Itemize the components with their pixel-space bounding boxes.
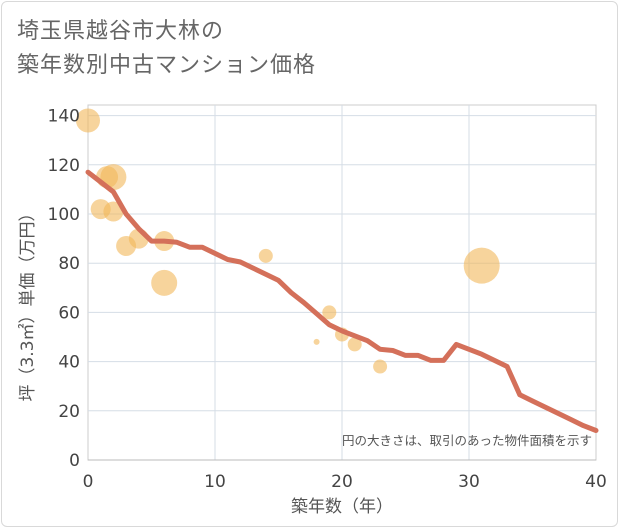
y-axis-label: 坪（3.3㎡）単価（万円） <box>18 204 38 401</box>
average-price-line <box>85 169 599 433</box>
average-line-series <box>85 169 599 433</box>
bubble-point-8 <box>151 269 178 296</box>
bubble-point-3 <box>100 164 127 191</box>
bubble-point-0 <box>76 108 100 133</box>
x-tick-10: 10 <box>204 472 226 492</box>
bubble-point-4 <box>103 201 124 222</box>
y-tick-40: 40 <box>58 353 80 373</box>
bubble-point-9 <box>258 248 273 263</box>
bubble-point-10 <box>313 338 320 345</box>
x-axis-label: 築年数（年） <box>291 497 393 517</box>
x-tick-0: 0 <box>83 472 94 492</box>
bubble-point-11 <box>322 305 337 320</box>
y-tick-20: 20 <box>58 402 80 422</box>
bubble-point-13 <box>347 337 362 352</box>
title-line-2: 築年数別中古マンション価格 <box>17 53 317 78</box>
y-tick-100: 100 <box>48 205 80 225</box>
x-tick-30: 30 <box>458 472 480 492</box>
bubble-point-15 <box>463 247 500 284</box>
bubble-point-14 <box>373 359 388 374</box>
grid-lines <box>88 105 596 461</box>
y-tick-0: 0 <box>69 451 80 471</box>
y-tick-140: 140 <box>48 107 80 127</box>
x-tick-40: 40 <box>585 472 607 492</box>
y-tick-labels: 0 20 40 60 80 100 120 140 <box>48 107 80 471</box>
chart-title: 埼玉県越谷市大林の 築年数別中古マンション価格 <box>17 15 316 83</box>
title-line-1: 埼玉県越谷市大林の <box>17 19 225 44</box>
x-tick-labels: 0 10 20 30 40 <box>83 472 607 492</box>
y-tick-80: 80 <box>58 254 80 274</box>
y-tick-60: 60 <box>58 303 80 323</box>
size-note: 円の大きさは、取引のあった物件面積を示す <box>342 433 592 448</box>
x-tick-20: 20 <box>331 472 353 492</box>
y-tick-120: 120 <box>48 156 80 176</box>
